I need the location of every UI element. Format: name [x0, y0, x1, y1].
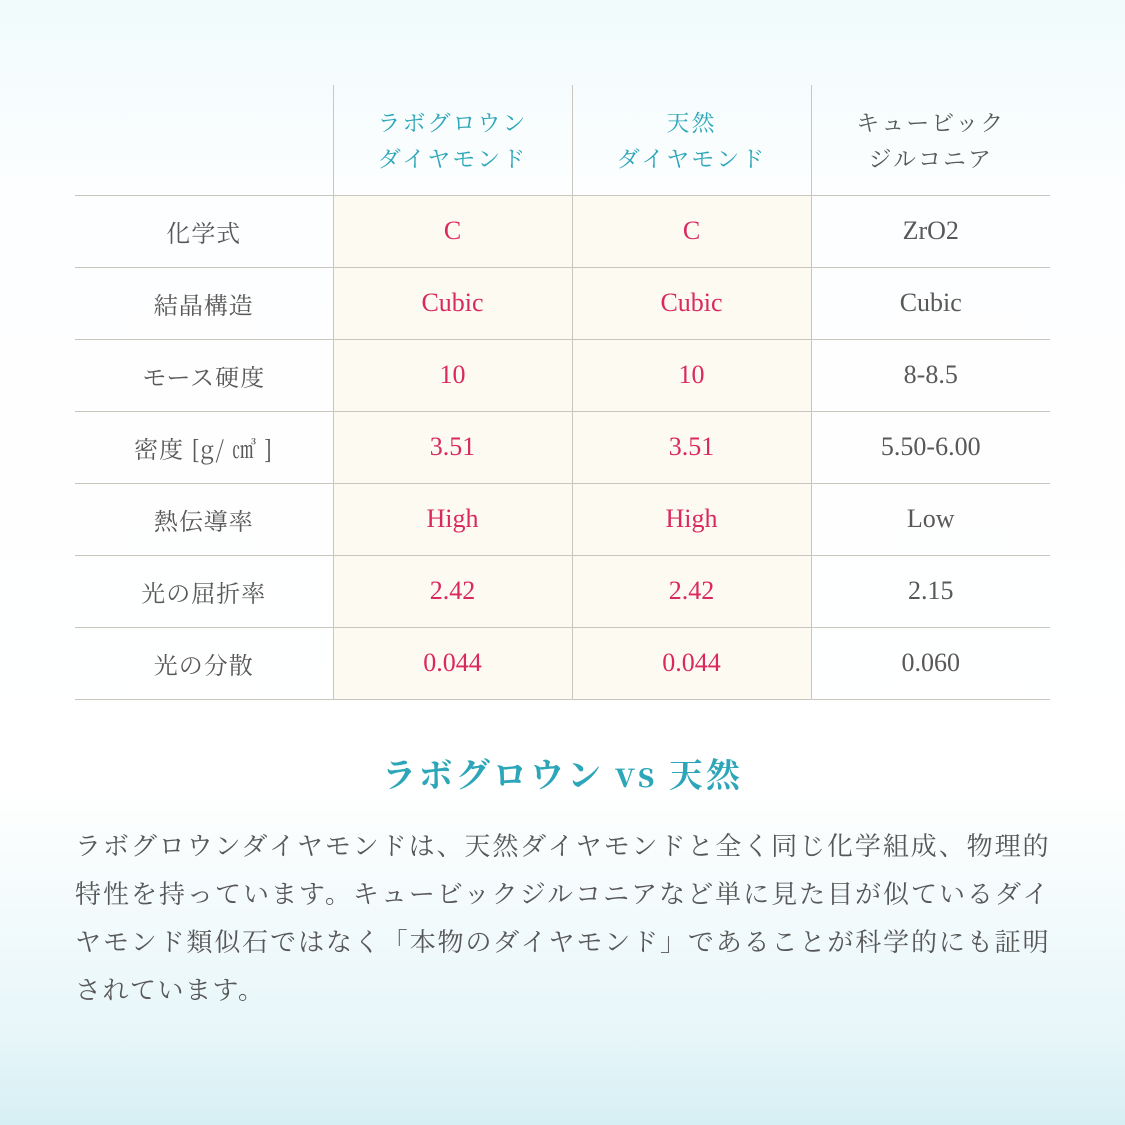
cell-natural: Cubic [572, 267, 811, 339]
section-title: ラボグロウン vs 天然 [75, 748, 1050, 797]
table-row: 熱伝導率 High High Low [75, 483, 1050, 555]
row-label: 結晶構造 [75, 267, 333, 339]
row-label: 光の分散 [75, 627, 333, 699]
cell-cz: Low [811, 483, 1050, 555]
cell-cz: Cubic [811, 267, 1050, 339]
table-row: 光の分散 0.044 0.044 0.060 [75, 627, 1050, 699]
cell-cz: ZrO2 [811, 195, 1050, 267]
table-body: 化学式 C C ZrO2 結晶構造 Cubic Cubic Cubic モース硬… [75, 195, 1050, 699]
cell-cz: 0.060 [811, 627, 1050, 699]
cell-lab: Cubic [333, 267, 572, 339]
table-row: 光の屈折率 2.42 2.42 2.15 [75, 555, 1050, 627]
cell-lab: 10 [333, 339, 572, 411]
cell-cz: 5.50-6.00 [811, 411, 1050, 483]
row-label: モース硬度 [75, 339, 333, 411]
table-row: 化学式 C C ZrO2 [75, 195, 1050, 267]
cell-natural: 10 [572, 339, 811, 411]
header-blank [75, 85, 333, 195]
cell-natural: 2.42 [572, 555, 811, 627]
cell-lab: C [333, 195, 572, 267]
table-row: 密度 [g/ ㎤ ] 3.51 3.51 5.50-6.00 [75, 411, 1050, 483]
cell-lab: 0.044 [333, 627, 572, 699]
table-row: 結晶構造 Cubic Cubic Cubic [75, 267, 1050, 339]
cell-lab: 2.42 [333, 555, 572, 627]
cell-natural: High [572, 483, 811, 555]
table-row: モース硬度 10 10 8-8.5 [75, 339, 1050, 411]
cell-natural: 0.044 [572, 627, 811, 699]
cell-cz: 8-8.5 [811, 339, 1050, 411]
cell-lab: 3.51 [333, 411, 572, 483]
description-text: ラボグロウンダイヤモンドは、天然ダイヤモンドと全く同じ化学組成、物理的特性を持っ… [75, 821, 1050, 1013]
row-label: 熱伝導率 [75, 483, 333, 555]
comparison-table: ラボグロウンダイヤモンド 天然ダイヤモンド キュービックジルコニア 化学式 C … [75, 85, 1050, 700]
cell-natural: C [572, 195, 811, 267]
header-cz: キュービックジルコニア [811, 85, 1050, 195]
header-lab: ラボグロウンダイヤモンド [333, 85, 572, 195]
cell-natural: 3.51 [572, 411, 811, 483]
row-label: 密度 [g/ ㎤ ] [75, 411, 333, 483]
row-label: 光の屈折率 [75, 555, 333, 627]
header-natural: 天然ダイヤモンド [572, 85, 811, 195]
cell-cz: 2.15 [811, 555, 1050, 627]
row-label: 化学式 [75, 195, 333, 267]
cell-lab: High [333, 483, 572, 555]
